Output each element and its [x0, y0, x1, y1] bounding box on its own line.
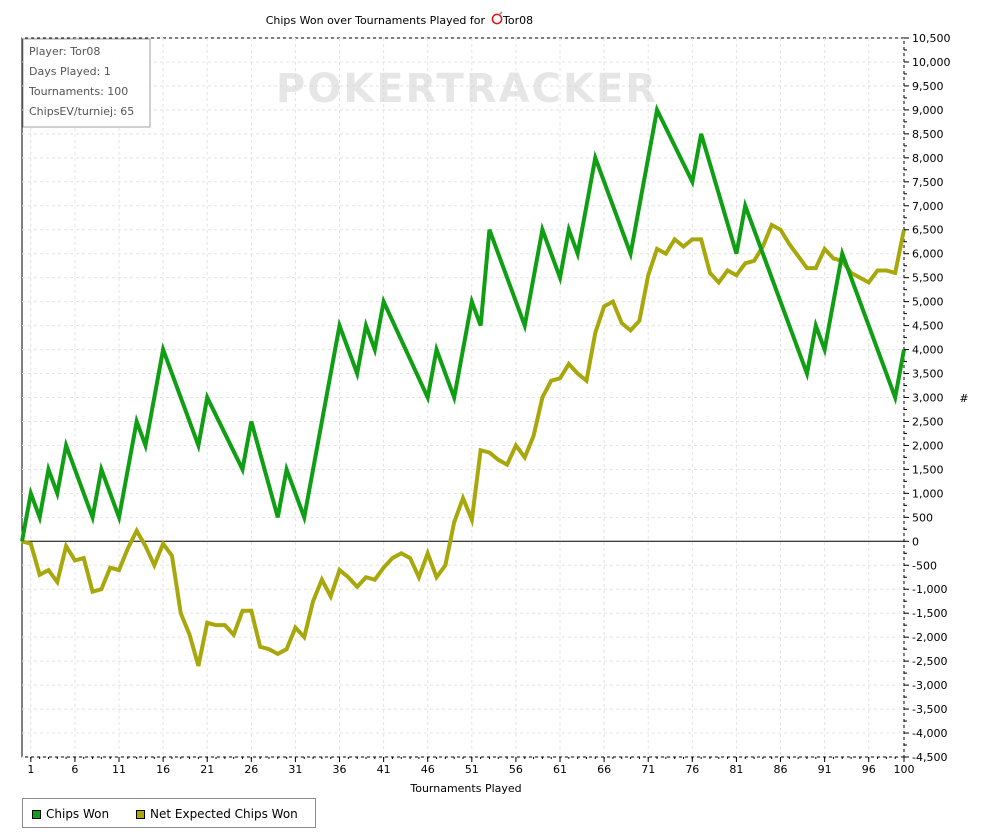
x-tick-label: 76	[685, 763, 699, 776]
y-tick-label: 4,500	[912, 320, 944, 333]
series-line-chips-won	[20, 103, 906, 542]
y-tick-label: 3,500	[912, 368, 944, 381]
y-tick-label: 4,000	[912, 344, 944, 357]
x-tick-label: 26	[244, 763, 258, 776]
series-line-net-expected	[21, 222, 906, 667]
y-tick-label: 5,000	[912, 296, 944, 309]
x-axis: 1 6 11 16 21 26 31 36 41 46 51 56 61 66 71 76 81 86 91 96 10…	[27, 757, 915, 776]
x-tick-label: 91	[818, 763, 832, 776]
y-tick-label: -500	[912, 559, 937, 572]
legend-item-net-expected[interactable]: Net Expected Chips Won	[136, 807, 298, 821]
x-tick-label: 31	[288, 763, 302, 776]
x-tick-label: 41	[377, 763, 391, 776]
watermark: POKERTRACKER	[276, 66, 658, 112]
y-tick-label: -3,000	[912, 679, 947, 692]
x-tick-label: 11	[112, 763, 126, 776]
y-tick-label: 1,000	[912, 487, 944, 500]
info-player: Player: Tor08	[29, 45, 100, 58]
y-tick-label: 7,000	[912, 200, 944, 213]
y-tick-label: -4,000	[912, 727, 947, 740]
x-tick-label: 86	[774, 763, 788, 776]
legend-swatch-chips-won	[32, 809, 41, 819]
x-tick-label: 46	[421, 763, 435, 776]
info-box: Player: Tor08 Days Played: 1 Tournaments…	[22, 38, 151, 128]
y-tick-label: 500	[912, 511, 933, 524]
x-tick-label: 81	[729, 763, 743, 776]
y-tick-label: -1,000	[912, 583, 947, 596]
chart-title-player: Tor08	[502, 14, 533, 27]
x-tick-label: 66	[597, 763, 611, 776]
y-tick-label: -2,500	[912, 655, 947, 668]
y-tick-label: 9,500	[912, 80, 944, 93]
x-tick-label: 6	[71, 763, 78, 776]
y-tick-label: 8,500	[912, 128, 944, 141]
y-tick-label: 6,000	[912, 248, 944, 261]
y-tick-label: 1,500	[912, 463, 944, 476]
y-tick-label: 9,000	[912, 104, 944, 117]
info-tournaments: Tournaments: 100	[28, 85, 128, 98]
x-tick-label: 16	[156, 763, 170, 776]
series-layer	[20, 103, 906, 667]
y-tick-label: 2,500	[912, 415, 944, 428]
y-tick-label: 2,000	[912, 439, 944, 452]
y-tick-label: 3,000	[912, 392, 944, 405]
x-tick-label: 61	[553, 763, 567, 776]
y-tick-label: 8,000	[912, 152, 944, 165]
y-axis-label: #	[959, 392, 968, 405]
y-tick-label: 6,500	[912, 224, 944, 237]
y-tick-label: -1,500	[912, 607, 947, 620]
legend-item-chips-won[interactable]: Chips Won	[32, 807, 109, 821]
x-tick-label: 51	[465, 763, 479, 776]
y-tick-label: -3,500	[912, 703, 947, 716]
x-tick-label: 21	[200, 763, 214, 776]
legend: Chips Won Net Expected Chips Won	[22, 798, 316, 828]
legend-swatch-net-expected	[136, 809, 145, 819]
x-tick-label: 1	[27, 763, 34, 776]
grid	[22, 37, 905, 758]
y-tick-label: 10,000	[912, 56, 951, 69]
legend-label-net-expected: Net Expected Chips Won	[150, 807, 298, 821]
x-axis-label: Tournaments Played	[409, 782, 521, 795]
y-tick-label: 10,500	[912, 32, 951, 45]
y-tick-label: -4,500	[912, 751, 947, 764]
x-tick-label: 96	[862, 763, 876, 776]
player-icon	[491, 11, 503, 25]
info-days-played: Days Played: 1	[29, 65, 111, 78]
x-tick-label: 36	[333, 763, 347, 776]
y-tick-label: 0	[912, 535, 919, 548]
y-tick-label: -2,000	[912, 631, 947, 644]
x-tick-label: 71	[641, 763, 655, 776]
x-tick-label: 56	[509, 763, 523, 776]
y-tick-label: 5,500	[912, 272, 944, 285]
chart-title: Chips Won over Tournaments Played for	[266, 14, 486, 27]
x-tick-label: 100	[894, 763, 915, 776]
legend-label-chips-won: Chips Won	[46, 807, 110, 821]
y-axis: 10,500 10,000 9,500 9,000 8,500 8,000 7,500 7,0…	[904, 32, 951, 764]
info-chipsev: ChipsEV/turniej: 65	[29, 105, 134, 118]
y-tick-label: 7,500	[912, 176, 944, 189]
